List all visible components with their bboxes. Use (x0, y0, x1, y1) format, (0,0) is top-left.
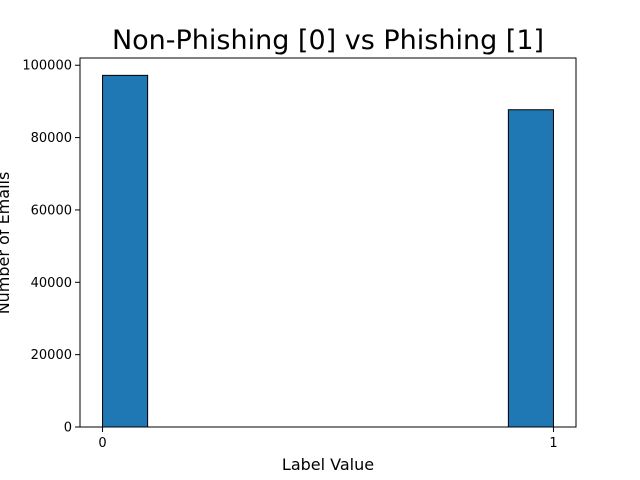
y-axis: 0 20000 40000 60000 80000 100000 (22, 59, 80, 436)
y-tick-label-4: 80000 (31, 131, 72, 146)
y-tick-label-1: 20000 (31, 348, 72, 363)
chart-title: Non-Phishing [0] vs Phishing [1] (112, 25, 544, 56)
y-tick-label-0: 0 (64, 421, 72, 436)
x-tick-label-0: 0 (98, 436, 106, 451)
histogram-bar-1 (507, 109, 554, 428)
bars-group (102, 74, 554, 428)
x-axis-label: Label Value (282, 455, 374, 474)
y-axis-label: Number of Emails (0, 172, 13, 315)
plot-area-frame (79, 57, 577, 428)
histogram-bar-0 (102, 74, 149, 428)
y-tick-label-5: 100000 (22, 59, 72, 74)
x-tick-label-1: 1 (549, 436, 557, 451)
y-tick-label-3: 60000 (31, 203, 72, 218)
y-tick-label-2: 40000 (31, 276, 72, 291)
